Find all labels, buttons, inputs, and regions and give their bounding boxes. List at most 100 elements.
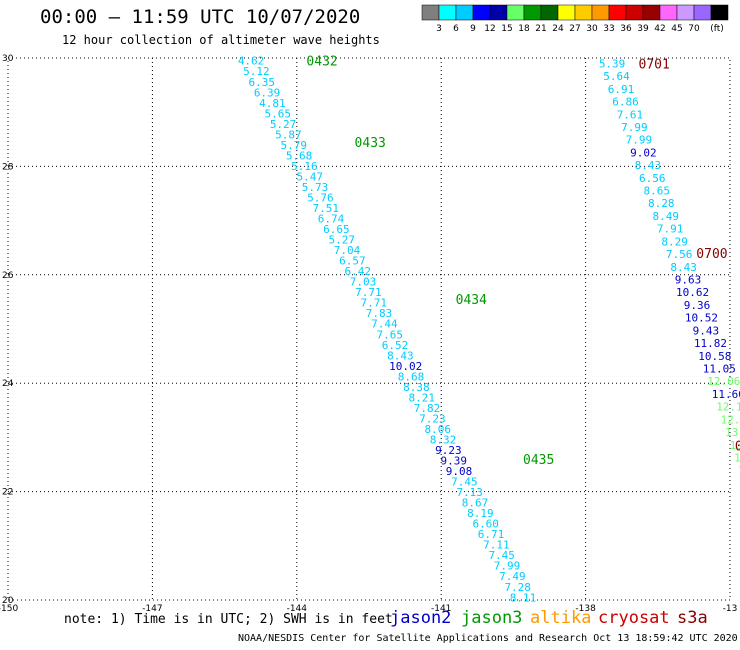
- colorbar-label: 18: [518, 24, 530, 34]
- wave-height-label: 8.49: [652, 210, 679, 223]
- colorbar-swatch: [574, 4, 593, 21]
- pass-time-label: 0435: [523, 453, 554, 468]
- wave-height-label: 12.17: [721, 413, 740, 426]
- x-tick-label: -147: [142, 604, 162, 614]
- chart-title: 00:00 – 11:59 UTC 10/07/2020: [40, 6, 361, 28]
- wave-height-label: 10.02: [389, 360, 422, 373]
- wave-height-label: 12.06: [707, 375, 740, 388]
- pass-time-label: 0434: [456, 293, 487, 308]
- wave-height-label: 5.47: [296, 170, 323, 183]
- y-tick-label: 30: [2, 54, 14, 64]
- colorbar-swatch: [472, 4, 491, 21]
- colorbar-swatch: [659, 4, 678, 21]
- colorbar-swatch: [540, 4, 559, 21]
- wave-height-label: 8.68: [398, 370, 425, 383]
- colorbar-unit: (ft): [710, 24, 724, 34]
- colorbar-label: 24: [552, 24, 564, 34]
- wave-height-label: 7.91: [657, 223, 684, 236]
- colorbar-label: 3: [436, 24, 442, 34]
- wave-height-label: 7.61: [617, 108, 644, 121]
- colorbar-label: 45: [671, 24, 682, 34]
- wave-height-label: 6.57: [339, 255, 366, 268]
- x-tick-label: -141: [431, 604, 451, 614]
- wave-height-label: 11.98: [739, 464, 740, 477]
- wave-height-label: 12.10: [716, 401, 740, 414]
- wave-height-label: 13.04: [725, 426, 740, 439]
- wave-height-label: 7.11: [483, 539, 510, 552]
- wave-height-label: 8.28: [648, 197, 675, 210]
- colorbar-swatch: [421, 4, 440, 21]
- wave-height-label: 5.87: [275, 128, 302, 141]
- wave-height-label: 4.81: [259, 97, 286, 110]
- wave-height-label: 8.65: [644, 185, 671, 198]
- wave-height-label: 6.71: [478, 528, 505, 541]
- x-tick-label: -138: [575, 604, 596, 614]
- wave-height-label: 5.79: [280, 139, 307, 152]
- wave-height-label: 5.68: [286, 149, 313, 162]
- colorbar-swatch: [455, 4, 474, 21]
- wave-height-label: 5.73: [302, 181, 329, 194]
- wave-height-label: 11.60: [712, 388, 740, 401]
- wave-height-label: 7.44: [371, 318, 398, 331]
- wave-height-label: 5.16: [291, 160, 318, 173]
- legend-s3a: s3a: [677, 608, 708, 628]
- wave-height-label: 8.67: [462, 497, 489, 510]
- wave-height-label: 8.21: [408, 391, 435, 404]
- wave-height-label: 8.19: [467, 507, 494, 520]
- colorbar-label: 27: [569, 24, 580, 34]
- wave-height-label: 8.32: [430, 433, 457, 446]
- wave-height-label: 7.45: [451, 476, 478, 489]
- colorbar-label: 9: [470, 24, 476, 34]
- wave-height-label: 9.63: [675, 274, 702, 287]
- legend-jason3: jason3: [461, 608, 523, 628]
- colorbar-swatch: [710, 4, 729, 21]
- colorbar-label: 6: [453, 24, 459, 34]
- colorbar-swatch: [523, 4, 542, 21]
- colorbar-swatch: [557, 4, 576, 21]
- pass-time-label: 0432: [306, 55, 337, 70]
- colorbar-label: 15: [501, 24, 512, 34]
- wave-height-label: 7.49: [499, 570, 526, 583]
- pass-time-label: 0433: [355, 136, 386, 151]
- wave-height-label: 8.29: [661, 235, 688, 248]
- footer-credit: NOAA/NESDIS Center for Satellite Applica…: [238, 633, 738, 644]
- wave-height-label: 10.52: [685, 312, 718, 325]
- wave-height-label: 8.43: [635, 159, 662, 172]
- wave-height-label: 8.43: [387, 349, 414, 362]
- wave-height-label: 8.11: [510, 591, 537, 604]
- wave-height-label: 6.35: [248, 76, 275, 89]
- wave-height-label: 11.82: [694, 337, 727, 350]
- wave-height-label: 9.08: [446, 465, 473, 478]
- wave-height-label: 7.13: [456, 486, 483, 499]
- colorbar-label: 39: [637, 24, 649, 34]
- colorbar-swatch: [438, 4, 457, 21]
- wave-height-label: 9.23: [435, 444, 462, 457]
- wave-height-label: 7.99: [626, 134, 653, 147]
- legend-cryosat: cryosat: [598, 608, 670, 628]
- colorbar-swatch: [489, 4, 508, 21]
- wave-height-label: 5.12: [243, 65, 270, 78]
- pass-time-label: 0700: [696, 247, 727, 262]
- wave-height-label: 5.27: [270, 118, 297, 131]
- y-tick-label: 26: [2, 271, 14, 281]
- wave-height-label: 7.83: [366, 307, 393, 320]
- wave-height-label: 8.43: [670, 261, 697, 274]
- y-tick-label: 28: [2, 162, 14, 172]
- colorbar-swatch: [676, 4, 695, 21]
- colorbar-label: 42: [654, 24, 665, 34]
- wave-height-label: 7.71: [355, 286, 382, 299]
- wave-height-label: 7.28: [504, 581, 531, 594]
- wave-height-label: 7.71: [360, 297, 387, 310]
- wave-height-label: 6.42: [344, 265, 371, 278]
- colorbar-swatch: [642, 4, 661, 21]
- wave-height-label: 5.76: [307, 191, 334, 204]
- wave-height-label: 9.02: [630, 146, 657, 159]
- wave-height-label: 5.64: [603, 70, 630, 83]
- wave-height-label: 9.39: [440, 455, 467, 468]
- colorbar-label: 12: [484, 24, 495, 34]
- wave-height-label: 12.02: [734, 451, 740, 464]
- legend-altika: altika: [530, 608, 592, 628]
- x-tick-label: -150: [0, 604, 18, 614]
